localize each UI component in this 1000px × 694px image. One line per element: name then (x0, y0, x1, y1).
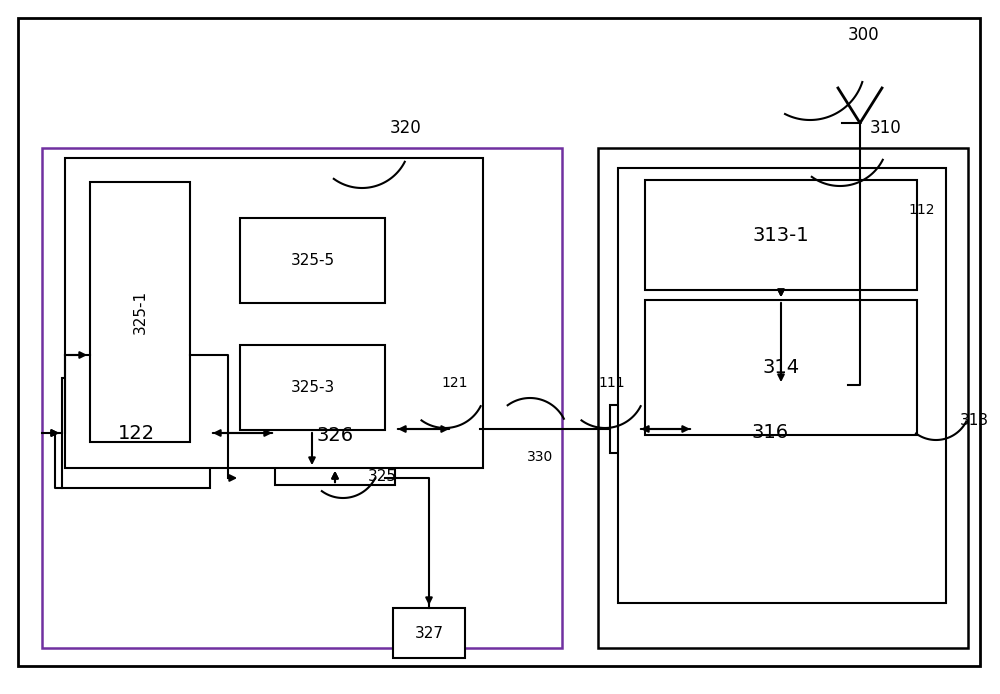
Text: 326: 326 (316, 425, 354, 444)
Text: 313: 313 (960, 412, 989, 428)
Bar (393, 608, 465, 658)
Bar (598, 148, 968, 648)
Text: 310: 310 (870, 119, 902, 137)
Bar (452, 405, 480, 453)
Bar (240, 218, 385, 303)
Text: 314: 314 (762, 358, 800, 377)
Bar (693, 385, 848, 480)
Text: 327: 327 (415, 625, 444, 641)
Bar (275, 385, 395, 485)
Bar (62, 378, 210, 488)
Bar (610, 405, 638, 453)
Text: 316: 316 (752, 423, 789, 442)
Bar (645, 180, 917, 290)
Text: 330: 330 (527, 450, 553, 464)
Bar (618, 168, 946, 603)
Bar (645, 300, 917, 435)
Text: 122: 122 (117, 423, 155, 443)
Text: 112: 112 (908, 203, 934, 217)
Bar (240, 345, 385, 430)
Text: 325-1: 325-1 (132, 290, 148, 334)
Text: 325: 325 (368, 468, 397, 484)
Text: 325-3: 325-3 (290, 380, 335, 395)
Text: 111: 111 (599, 376, 625, 390)
Text: 121: 121 (442, 376, 468, 390)
Bar (65, 158, 483, 468)
Text: 320: 320 (390, 119, 422, 137)
Bar (42, 148, 562, 648)
Text: 300: 300 (848, 26, 880, 44)
Text: 313-1: 313-1 (753, 226, 809, 244)
Text: 325-5: 325-5 (290, 253, 335, 268)
Bar (90, 182, 190, 442)
